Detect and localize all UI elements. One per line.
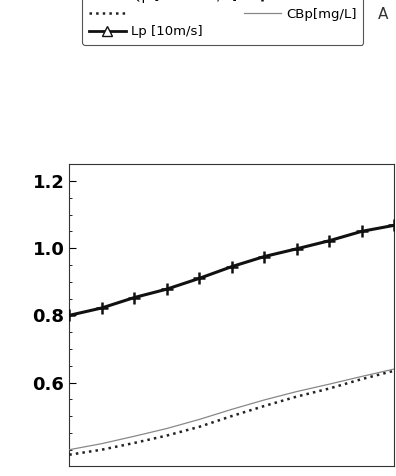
Text: A: A xyxy=(378,7,388,22)
Legend: Qp [100m^3/D], , Lp [10m/s], , CBp[mg/L]: Qp [100m^3/D], , Lp [10m/s], , CBp[mg/L] xyxy=(82,0,363,45)
